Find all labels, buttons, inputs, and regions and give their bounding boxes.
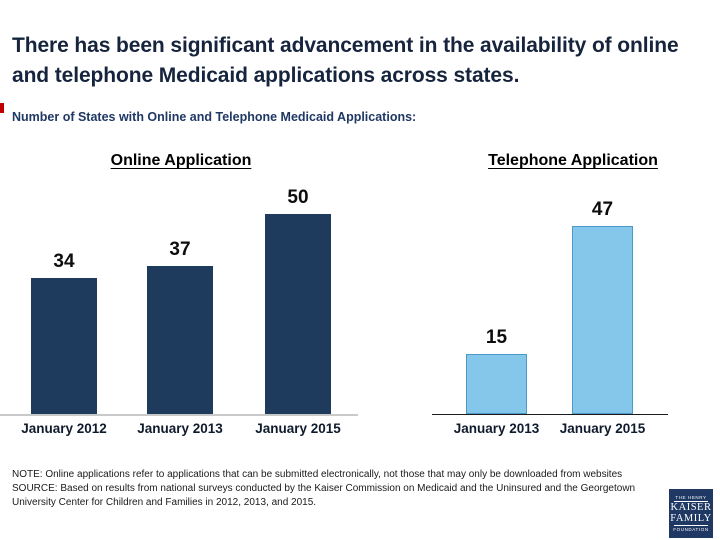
bar [31, 278, 97, 414]
logo-top-text: THE HENRY [675, 495, 707, 500]
logo-name-line1: KAISER [670, 502, 712, 513]
bar [572, 226, 633, 414]
bar [147, 266, 213, 414]
logo-divider [674, 525, 708, 526]
category-label: January 2013 [137, 421, 223, 436]
bar [265, 214, 331, 414]
category-label: January 2015 [559, 421, 646, 436]
bar-value-label: 15 [485, 327, 508, 348]
footnote: NOTE: Online applications refer to appli… [12, 468, 662, 510]
category-label: January 2012 [21, 421, 107, 436]
red-accent-square [0, 103, 4, 113]
category-label: January 2013 [453, 421, 540, 436]
kaiser-family-foundation-logo: THE HENRY KAISER FAMILY FOUNDATION [669, 489, 713, 538]
logo-name-line2: FAMILY [670, 513, 712, 524]
chart-subtitle: Number of States with Online and Telepho… [12, 110, 417, 124]
footnote-note: NOTE: Online applications refer to appli… [12, 469, 623, 480]
logo-bottom-text: FOUNDATION [673, 527, 709, 532]
bar-value-label: 50 [287, 187, 309, 208]
bar-value-label: 47 [591, 199, 614, 220]
x-axis-line [0, 414, 358, 416]
bar-value-label: 37 [169, 239, 191, 260]
footnote-source: SOURCE: Based on results from national s… [12, 483, 636, 508]
logo-divider [674, 501, 708, 502]
chart-title: Online Application [110, 152, 252, 169]
bar-value-label: 34 [53, 251, 75, 272]
chart-title: Telephone Application [488, 152, 658, 169]
category-label: January 2015 [255, 421, 341, 436]
page-title: There has been significant advancement i… [12, 34, 679, 87]
x-axis-line [432, 414, 668, 415]
bar [466, 354, 527, 414]
